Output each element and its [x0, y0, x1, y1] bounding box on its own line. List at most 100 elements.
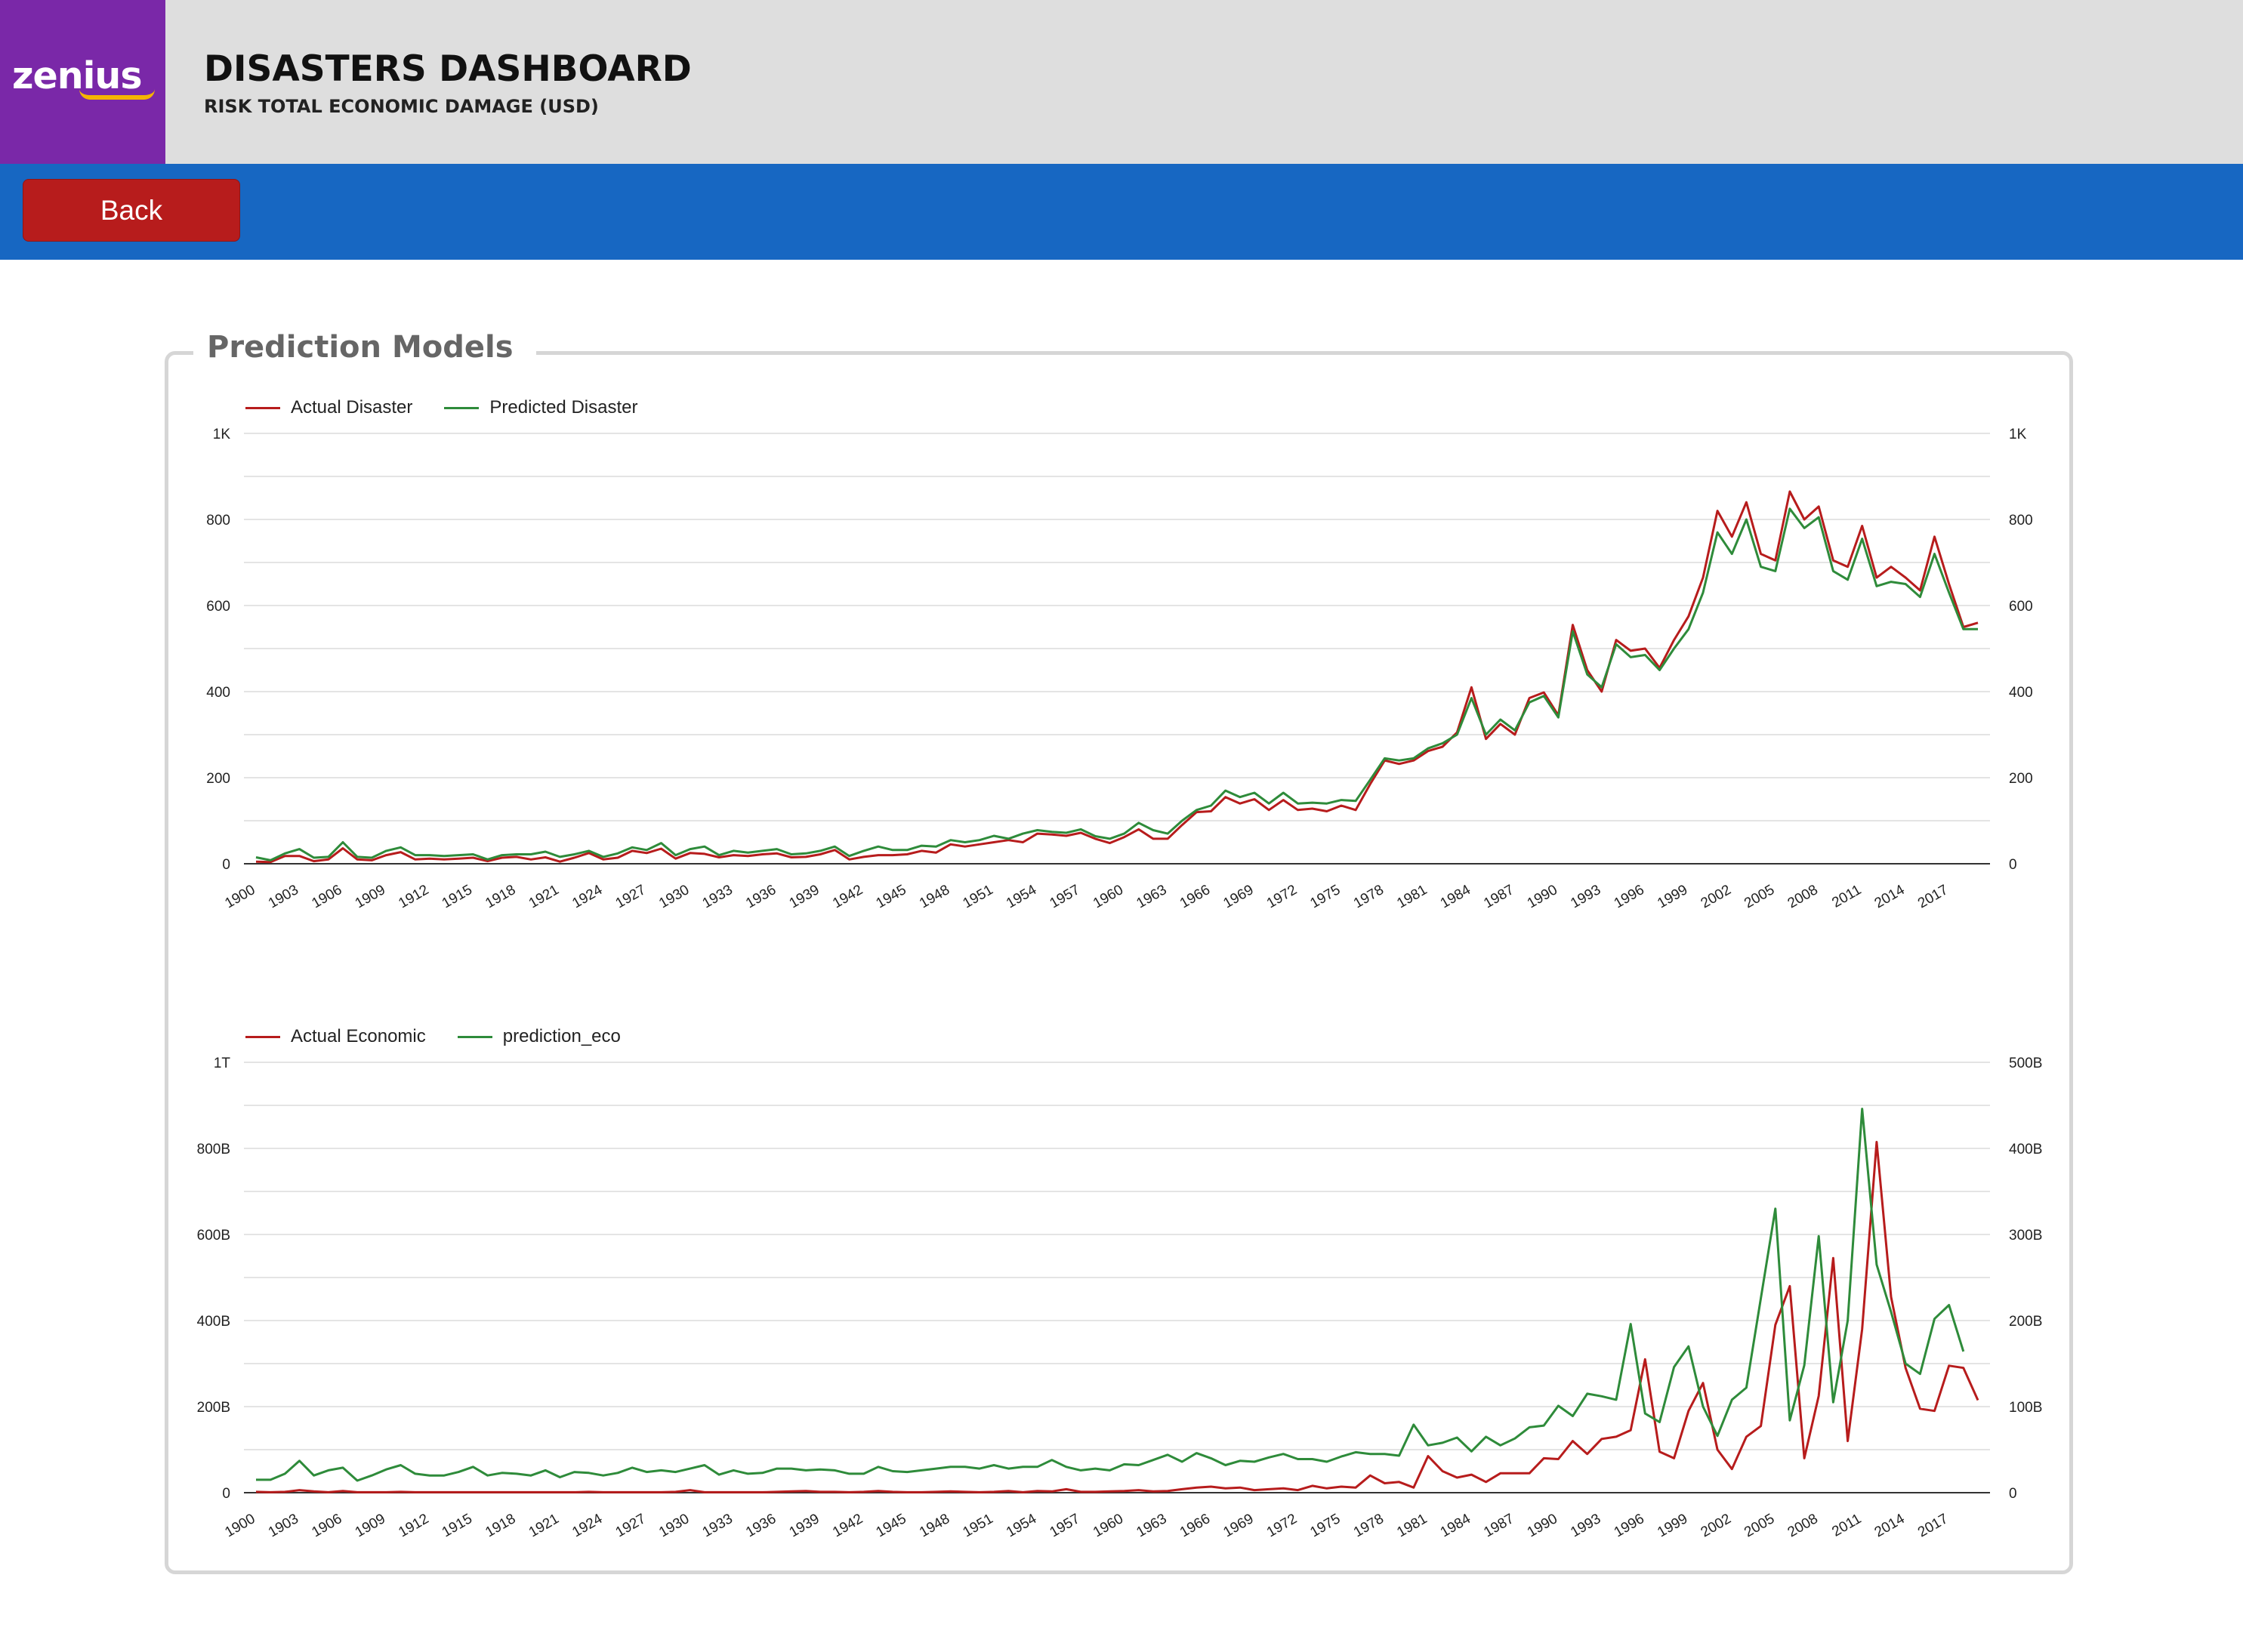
- logo-swoosh-icon: [79, 89, 155, 100]
- x-tick-label: 1966: [1177, 1511, 1213, 1540]
- x-tick-label: 1939: [787, 882, 822, 911]
- x-tick-label: 1942: [830, 1511, 865, 1540]
- x-tick-label: 1915: [440, 882, 475, 911]
- x-tick-label: 1969: [1220, 882, 1256, 911]
- x-tick-label: 1981: [1394, 1511, 1430, 1540]
- y-tick-label-right: 1K: [2009, 427, 2027, 442]
- x-tick-label: 2002: [1698, 1511, 1734, 1540]
- legend-swatch-predicted: [444, 406, 480, 409]
- x-tick-label: 1924: [569, 882, 605, 912]
- x-tick-label: 2005: [1742, 882, 1777, 911]
- y-tick-label-left: 0: [222, 857, 230, 873]
- x-tick-label: 1936: [743, 1511, 779, 1540]
- x-tick-label: 1930: [656, 1511, 692, 1540]
- x-tick-label: 1990: [1525, 1511, 1560, 1540]
- header-bar: [0, 0, 2243, 164]
- legend-item-predicted-disaster[interactable]: Predicted Disaster: [444, 397, 637, 418]
- legend-item-actual-economic[interactable]: Actual Economic: [245, 1026, 426, 1047]
- x-tick-label: 1963: [1134, 1511, 1169, 1540]
- series-line-predicted-disaster: [255, 507, 1978, 861]
- x-tick-label: 1978: [1351, 882, 1387, 911]
- y-tick-label-right: 400: [2009, 685, 2033, 701]
- legend-item-prediction-eco[interactable]: prediction_eco: [457, 1026, 621, 1047]
- legend-label-predicted: Predicted Disaster: [489, 397, 638, 418]
- x-tick-label: 2014: [1872, 882, 1908, 912]
- x-tick-label: 2014: [1872, 1511, 1908, 1541]
- series-line-prediction-eco: [256, 1108, 1965, 1482]
- legend-disaster: Actual Disaster Predicted Disaster: [245, 397, 669, 418]
- x-tick-label: 1996: [1612, 1511, 1647, 1540]
- x-tick-label: 1921: [526, 1511, 562, 1540]
- x-tick-label: 1936: [743, 882, 779, 911]
- x-tick-label: 1972: [1264, 1511, 1300, 1540]
- x-tick-label: 1918: [483, 882, 518, 911]
- x-tick-label: 1951: [961, 882, 996, 911]
- x-tick-label: 1906: [309, 882, 344, 911]
- x-tick-label: 1954: [1004, 882, 1039, 912]
- y-tick-label-left: 400B: [197, 1314, 230, 1330]
- x-tick-label: 1903: [266, 1511, 301, 1540]
- back-button[interactable]: Back: [23, 179, 240, 242]
- x-tick-label: 1960: [1091, 882, 1126, 911]
- x-tick-label: 1903: [266, 882, 301, 911]
- x-tick-label: 1906: [309, 1511, 344, 1540]
- legend-label-actual: Actual Disaster: [291, 397, 413, 418]
- y-tick-label-left: 1T: [214, 1056, 231, 1071]
- y-tick-label-right: 500B: [2009, 1056, 2042, 1071]
- y-tick-label-left: 400: [206, 685, 230, 701]
- x-tick-label: 1963: [1134, 882, 1169, 911]
- x-tick-label: 1960: [1091, 1511, 1126, 1540]
- brand-logo[interactable]: zenius: [0, 0, 165, 164]
- y-tick-label-left: 200: [206, 771, 230, 787]
- x-tick-label: 1900: [222, 1511, 258, 1540]
- y-tick-label-right: 200B: [2009, 1314, 2042, 1330]
- x-tick-label: 1957: [1047, 882, 1082, 911]
- x-tick-label: 1987: [1481, 1511, 1516, 1540]
- x-tick-label: 1933: [700, 882, 736, 911]
- series-line-actual-economic: [255, 1141, 1979, 1493]
- x-tick-label: 1999: [1655, 882, 1690, 911]
- x-tick-label: 1975: [1307, 1511, 1343, 1540]
- y-tick-label-right: 300B: [2009, 1228, 2042, 1244]
- x-tick-label: 1942: [830, 882, 865, 911]
- x-tick-label: 1981: [1394, 882, 1430, 911]
- x-tick-label: 1975: [1307, 882, 1343, 911]
- legend-swatch-prediction-eco: [457, 1035, 492, 1038]
- y-tick-label-left: 600B: [197, 1228, 230, 1244]
- x-tick-label: 1918: [483, 1511, 518, 1540]
- x-tick-label: 1924: [569, 1511, 605, 1541]
- x-tick-label: 1996: [1612, 882, 1647, 911]
- x-tick-label: 1939: [787, 1511, 822, 1540]
- x-tick-label: 2008: [1785, 882, 1821, 911]
- x-tick-label: 2017: [1915, 882, 1951, 911]
- y-tick-label-left: 600: [206, 599, 230, 615]
- x-tick-label: 1951: [961, 1511, 996, 1540]
- x-tick-label: 1912: [396, 882, 431, 911]
- x-tick-label: 1966: [1177, 882, 1213, 911]
- x-tick-label: 1933: [700, 1511, 736, 1540]
- y-tick-label-left: 1K: [213, 427, 231, 442]
- x-tick-label: 1915: [440, 1511, 475, 1540]
- y-tick-label-left: 0: [222, 1486, 230, 1502]
- x-tick-label: 1921: [526, 882, 562, 911]
- x-tick-label: 2005: [1742, 1511, 1777, 1540]
- page-title: DISASTERS DASHBOARD: [204, 48, 692, 90]
- x-tick-label: 2002: [1698, 882, 1734, 911]
- x-tick-label: 1930: [656, 882, 692, 911]
- y-tick-label-right: 600: [2009, 599, 2033, 615]
- y-tick-label-right: 200: [2009, 771, 2033, 787]
- x-tick-label: 1987: [1481, 882, 1516, 911]
- legend-item-actual-disaster[interactable]: Actual Disaster: [245, 397, 412, 418]
- x-tick-label: 1957: [1047, 1511, 1082, 1540]
- page-subtitle: RISK TOTAL ECONOMIC DAMAGE (USD): [204, 96, 599, 117]
- x-tick-label: 2011: [1829, 882, 1864, 911]
- prediction-panel: [165, 351, 2073, 1574]
- legend-swatch-actual: [245, 406, 280, 409]
- x-tick-label: 1945: [874, 1511, 909, 1540]
- x-tick-label: 1990: [1525, 882, 1560, 911]
- x-tick-label: 1972: [1264, 882, 1300, 911]
- x-tick-label: 2011: [1829, 1511, 1864, 1540]
- legend-swatch-actual-eco: [245, 1035, 280, 1038]
- x-tick-label: 1993: [1568, 882, 1603, 911]
